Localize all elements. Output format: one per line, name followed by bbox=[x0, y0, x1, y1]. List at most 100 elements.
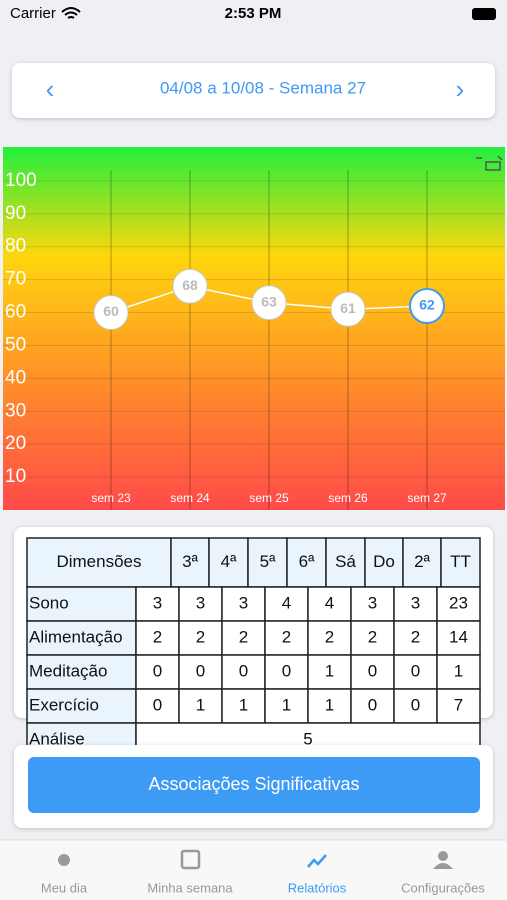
point-label: 61 bbox=[340, 300, 356, 316]
table-cell bbox=[350, 620, 395, 656]
value-cell: 0 bbox=[411, 661, 420, 680]
point[interactable] bbox=[409, 287, 445, 324]
table-cell bbox=[364, 537, 404, 588]
row-name: Análise bbox=[29, 729, 85, 748]
point[interactable] bbox=[93, 295, 129, 331]
table-cell bbox=[325, 537, 366, 588]
table-cell bbox=[307, 620, 352, 656]
calendar-icon bbox=[180, 849, 201, 870]
table-cell bbox=[26, 586, 137, 622]
tab-label[interactable]: Meu dia bbox=[41, 880, 88, 895]
header-cell: Dimensões bbox=[56, 552, 141, 571]
user-icon-head bbox=[438, 851, 448, 861]
value-cell: 3 bbox=[368, 593, 377, 612]
value-cell: 0 bbox=[239, 661, 248, 680]
value-cell: 5 bbox=[303, 729, 312, 748]
value-cell: 3 bbox=[153, 593, 162, 612]
y-tick-label: 10 bbox=[5, 466, 26, 487]
x-tick-label: sem 24 bbox=[170, 491, 210, 505]
header-cell: 2ª bbox=[414, 552, 430, 571]
row-name: Meditação bbox=[29, 661, 107, 680]
value-cell: 0 bbox=[368, 695, 377, 714]
value-cell: 4 bbox=[325, 593, 334, 612]
next-week[interactable]: › bbox=[456, 74, 465, 104]
value-cell: 3 bbox=[411, 593, 420, 612]
time: 2:53 PM bbox=[225, 5, 282, 22]
row-name: Alimentação bbox=[29, 627, 123, 646]
table-cell bbox=[436, 654, 481, 690]
value-cell: 1 bbox=[282, 695, 291, 714]
point[interactable] bbox=[172, 268, 208, 304]
row-name: Exercício bbox=[29, 695, 99, 714]
table-cell bbox=[26, 620, 137, 656]
table-cell bbox=[178, 688, 223, 724]
x-tick-label: sem 23 bbox=[91, 491, 131, 505]
table-cell bbox=[264, 654, 309, 690]
row-name: Sono bbox=[29, 593, 69, 612]
y-tick-label: 40 bbox=[5, 367, 26, 388]
value-cell: 1 bbox=[239, 695, 248, 714]
point[interactable] bbox=[330, 291, 366, 327]
value-cell: 1 bbox=[196, 695, 205, 714]
wifi-icon bbox=[61, 7, 81, 19]
header-cell: Sá bbox=[335, 552, 356, 571]
point-label: 62 bbox=[419, 297, 435, 313]
value-cell: 0 bbox=[282, 661, 291, 680]
y-tick-label: 20 bbox=[5, 433, 26, 454]
table-cell bbox=[221, 688, 266, 724]
week-title: 04/08 a 10/08 - Semana 27 bbox=[160, 78, 366, 97]
chart-background bbox=[3, 147, 505, 510]
y-tick-label: 30 bbox=[5, 400, 26, 421]
value-cell: 2 bbox=[153, 627, 162, 646]
table-cell bbox=[135, 586, 180, 622]
value-cell: 3 bbox=[196, 593, 205, 612]
chart: 10 20 30 40 50 60 70 80 90 100 sem 23 sem 24 sem 25 s… bbox=[3, 170, 505, 510]
week-card bbox=[12, 63, 495, 118]
value-cell: 2 bbox=[196, 627, 205, 646]
table-cell bbox=[26, 537, 172, 588]
y-tick-label: 100 bbox=[5, 170, 37, 191]
tab-label[interactable]: Configurações bbox=[401, 880, 485, 895]
rotate-icon[interactable] bbox=[476, 155, 503, 171]
value-cell: 23 bbox=[449, 593, 468, 612]
table-cell bbox=[135, 688, 180, 724]
point[interactable] bbox=[251, 285, 287, 321]
battery bbox=[472, 8, 496, 20]
value-cell: 2 bbox=[282, 627, 291, 646]
tab-label[interactable]: Relatórios bbox=[288, 880, 347, 895]
value-cell: 1 bbox=[325, 695, 334, 714]
y-tick-label: 50 bbox=[5, 334, 26, 355]
table-cell bbox=[26, 654, 137, 690]
x-tick-label: sem 27 bbox=[407, 491, 447, 505]
value-cell: 1 bbox=[325, 661, 334, 680]
value-cell: 7 bbox=[454, 695, 463, 714]
table-cell bbox=[264, 620, 309, 656]
associations-button[interactable] bbox=[28, 757, 480, 813]
sun-icon bbox=[58, 854, 70, 866]
point-label: 63 bbox=[261, 293, 277, 309]
prev-week[interactable]: ‹ bbox=[46, 74, 55, 104]
value-cell: 1 bbox=[454, 661, 463, 680]
value-cell: 0 bbox=[196, 661, 205, 680]
table-cell bbox=[436, 688, 481, 724]
tab-bar bbox=[0, 840, 507, 900]
header-cell: TT bbox=[450, 552, 471, 571]
value-cell: 0 bbox=[368, 661, 377, 680]
value-cell: 0 bbox=[153, 695, 162, 714]
user-icon-body bbox=[433, 863, 453, 869]
value-cell: 0 bbox=[153, 661, 162, 680]
table: Dimensões 3ª 4ª 5ª 6ª Sá Do 2ª TT Sono 3 3 3 4 4 3 3 23 Al… bbox=[26, 537, 481, 758]
value-cell: 2 bbox=[411, 627, 420, 646]
value-cell: 2 bbox=[239, 627, 248, 646]
tabs: Meu dia Minha semana Relatórios Configuraçõ… bbox=[41, 880, 486, 895]
table-cell bbox=[247, 537, 288, 588]
chart-icon bbox=[307, 854, 327, 868]
header-cell: 5ª bbox=[260, 552, 276, 571]
y-tick-label: 80 bbox=[5, 236, 26, 257]
value-cell: 2 bbox=[368, 627, 377, 646]
table-cell bbox=[264, 586, 309, 622]
tab-label[interactable]: Minha semana bbox=[147, 880, 233, 895]
point-label: 60 bbox=[103, 303, 119, 319]
y-tick-label: 70 bbox=[5, 269, 26, 290]
